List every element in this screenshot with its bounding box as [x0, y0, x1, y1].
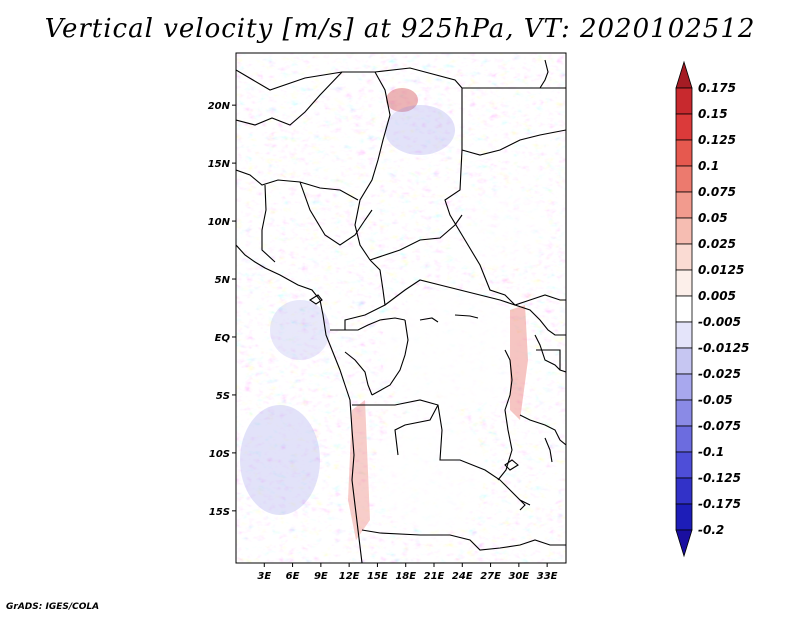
plot-frame	[235, 52, 567, 564]
colorbar-segment	[675, 503, 693, 531]
longitude-axis: 3E 6E 9E 12E 15E 18E 21E 24E 27E 30E 33E	[257, 563, 558, 582]
colorbar-label: 0.005	[698, 289, 736, 303]
lon-tick-label: 33E	[537, 571, 558, 582]
colorbar-segment	[675, 477, 693, 505]
colorbar-segment	[675, 347, 693, 375]
lon-tick-label: 24E	[452, 571, 473, 582]
colorbar-segment	[675, 60, 693, 89]
colorbar-label: 0.0125	[698, 263, 744, 277]
colorbar-segment	[675, 217, 693, 245]
colorbar-segment	[675, 243, 693, 271]
colorbar-segment	[675, 399, 693, 427]
colorbar-segment	[675, 425, 693, 453]
colorbar-segment	[675, 373, 693, 401]
lon-tick-label: 12E	[339, 571, 360, 582]
lat-tick-label: 10S	[209, 449, 230, 460]
colorbar-segment	[675, 269, 693, 297]
lat-tick-label: 5S	[216, 391, 230, 402]
colorbar-label: 0.175	[698, 81, 736, 95]
lat-tick-label: EQ	[215, 333, 231, 344]
latitude-axis: 20N 15N 10N 5N EQ 5S 10S 15S	[208, 101, 236, 518]
lon-tick-label: 18E	[395, 571, 416, 582]
lat-tick-label: 10N	[208, 217, 231, 228]
lon-tick-label: 21E	[424, 571, 445, 582]
colorbar-segment	[675, 191, 693, 219]
lon-tick-label: 15E	[367, 571, 388, 582]
lon-tick-label: 6E	[286, 571, 300, 582]
colorbar-segment	[675, 295, 693, 323]
colorbar-label: -0.125	[698, 471, 741, 485]
lat-tick-label: 15S	[209, 507, 230, 518]
colorbar-label: -0.0125	[698, 341, 749, 355]
colorbar-segment	[675, 139, 693, 167]
colorbar-label: -0.1	[698, 445, 724, 459]
lat-tick-label: 20N	[208, 101, 231, 112]
lat-tick-label: 15N	[208, 159, 231, 170]
colorbar-label: -0.005	[698, 315, 741, 329]
colorbar: 0.175 0.15 0.125 0.1 0.075 0.05 0.025 0.0125 0.0…	[675, 60, 749, 558]
lon-tick-label: 30E	[508, 571, 529, 582]
colorbar-label: 0.075	[698, 185, 736, 199]
colorbar-label: 0.05	[698, 211, 728, 225]
lat-tick-label: 5N	[215, 275, 231, 286]
colorbar-segment	[675, 87, 693, 115]
colorbar-label: -0.175	[698, 497, 741, 511]
colorbar-segment	[675, 529, 693, 558]
map-title: Vertical velocity [m/s] at 925hPa, VT: 2…	[44, 14, 756, 44]
lon-tick-label: 9E	[314, 571, 328, 582]
colorbar-label: -0.075	[698, 419, 741, 433]
grads-credit: GrADS: IGES/COLA	[6, 602, 100, 612]
colorbar-label: 0.025	[698, 237, 736, 251]
colorbar-label: 0.1	[698, 159, 719, 173]
colorbar-segment	[675, 451, 693, 479]
colorbar-label: 0.125	[698, 133, 736, 147]
colorbar-segment	[675, 321, 693, 349]
colorbar-segment	[675, 113, 693, 141]
vertical-velocity-field	[236, 53, 566, 563]
lon-tick-label: 3E	[257, 571, 271, 582]
colorbar-label: -0.025	[698, 367, 741, 381]
colorbar-label: -0.2	[698, 523, 724, 537]
country-borders	[236, 59, 566, 563]
colorbar-label: 0.15	[698, 107, 728, 121]
lon-tick-label: 27E	[480, 571, 501, 582]
colorbar-segment	[675, 165, 693, 193]
colorbar-label: -0.05	[698, 393, 733, 407]
